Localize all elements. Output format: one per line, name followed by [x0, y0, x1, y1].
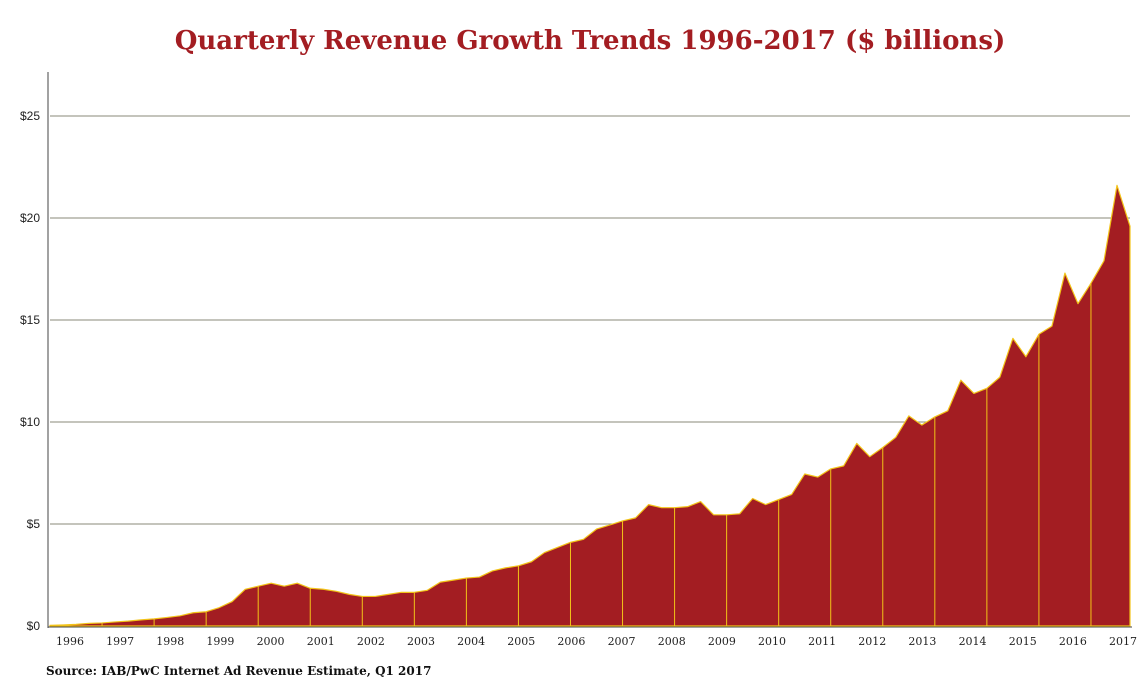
y-tick-label: $20: [20, 211, 40, 225]
x-tick-label: 2002: [357, 635, 385, 648]
x-tick-label: 2004: [457, 635, 485, 648]
x-tick-label: 1998: [156, 635, 184, 648]
x-tick-label: 2008: [658, 635, 686, 648]
x-tick-label: 2011: [808, 635, 836, 648]
x-tick-label: 2014: [959, 635, 987, 648]
x-tick-label: 2012: [858, 635, 886, 648]
x-tick-label: 2006: [557, 635, 585, 648]
x-tick-label: 2015: [1009, 635, 1037, 648]
chart-title: Quarterly Revenue Growth Trends 1996-201…: [174, 26, 1006, 56]
x-tick-label: 2017: [1109, 635, 1137, 648]
y-axis-ticks: $0 $5 $10 $15 $20 $25: [20, 109, 40, 633]
x-tick-label: 2003: [407, 635, 435, 648]
x-tick-label: 1996: [56, 635, 84, 648]
y-tick-label: $25: [20, 109, 40, 123]
x-tick-label: 1999: [206, 635, 234, 648]
axes: [47, 72, 1132, 628]
y-tick-label: $5: [27, 517, 41, 531]
x-tick-label: 2005: [507, 635, 535, 648]
y-tick-label: $10: [20, 415, 40, 429]
x-tick-label: 2000: [257, 635, 285, 648]
x-tick-label: 2007: [608, 635, 636, 648]
x-tick-label: 2016: [1059, 635, 1087, 648]
y-tick-label: $15: [20, 313, 40, 327]
revenue-area: [49, 184, 1131, 627]
x-tick-label: 2010: [758, 635, 786, 648]
x-tick-label: 2001: [307, 635, 335, 648]
year-separators: [101, 283, 1092, 626]
revenue-area-path: [49, 184, 1131, 627]
x-tick-label: 2013: [908, 635, 936, 648]
y-tick-label: $0: [27, 619, 41, 633]
source-note: Source: IAB/PwC Internet Ad Revenue Esti…: [46, 664, 432, 678]
x-tick-label: 2009: [708, 635, 736, 648]
x-tick-label: 1997: [106, 635, 134, 648]
x-axis-ticks: 1996 1997 1998 1999 2000 2001 2002 2003 2004 2005…: [56, 635, 1137, 648]
